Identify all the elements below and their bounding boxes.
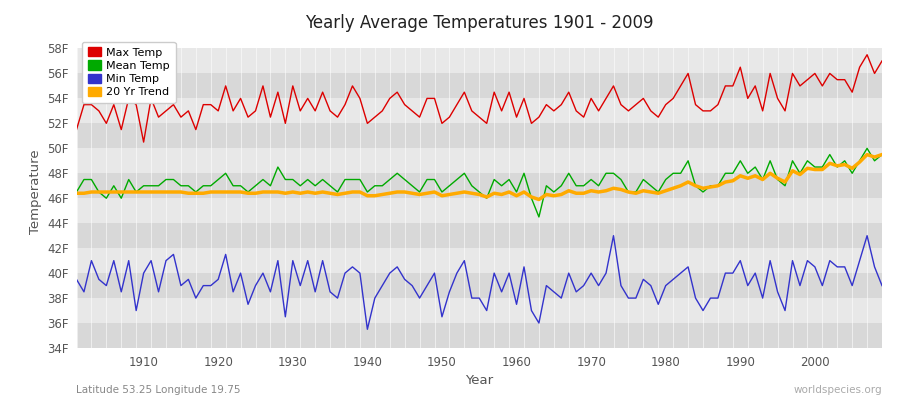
Bar [76,148,882,173]
Bar [76,273,882,298]
Bar [76,198,882,223]
Bar [76,298,882,323]
Bar [76,48,882,74]
X-axis label: Year: Year [465,374,493,387]
Legend: Max Temp, Mean Temp, Min Temp, 20 Yr Trend: Max Temp, Mean Temp, Min Temp, 20 Yr Tre… [82,42,176,103]
Text: worldspecies.org: worldspecies.org [794,385,882,395]
Bar [76,223,882,248]
Y-axis label: Temperature: Temperature [29,150,41,234]
Bar [76,173,882,198]
Bar [76,98,882,123]
Bar [76,323,882,348]
Text: Latitude 53.25 Longitude 19.75: Latitude 53.25 Longitude 19.75 [76,385,241,395]
Bar [76,123,882,148]
Bar [76,248,882,273]
Bar [76,74,882,98]
Title: Yearly Average Temperatures 1901 - 2009: Yearly Average Temperatures 1901 - 2009 [305,14,653,32]
